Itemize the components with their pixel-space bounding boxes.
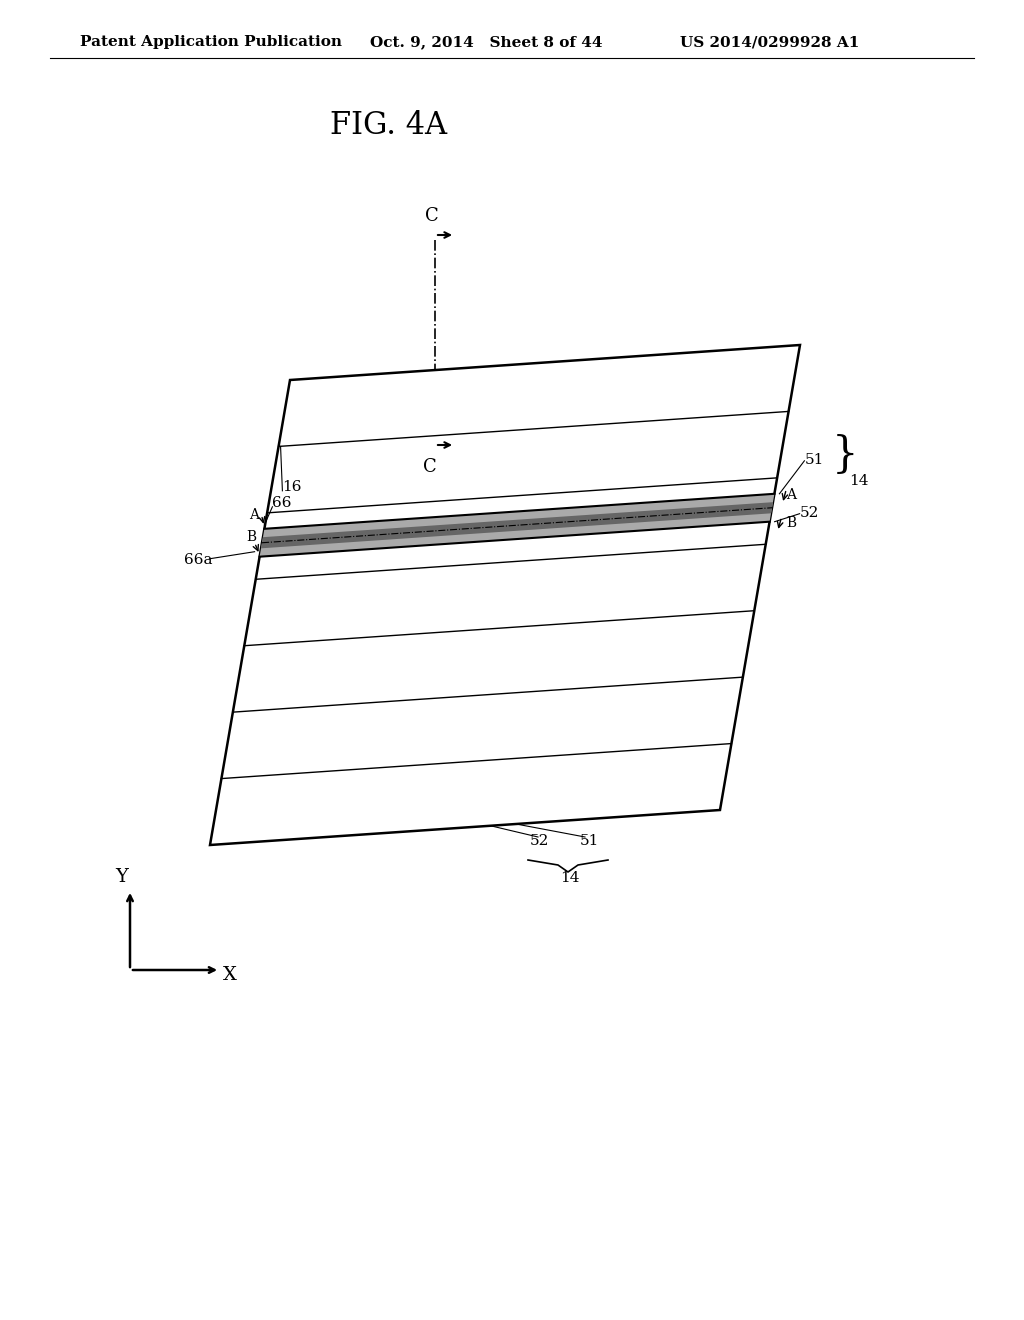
Text: 66a: 66a [184, 553, 213, 566]
Text: US 2014/0299928 A1: US 2014/0299928 A1 [680, 36, 859, 49]
Text: Y: Y [115, 869, 128, 886]
Text: A: A [250, 508, 259, 521]
Text: B: B [786, 516, 797, 529]
Text: 66: 66 [272, 496, 292, 510]
Text: 14: 14 [560, 871, 580, 884]
Text: C: C [423, 458, 437, 477]
Text: 16: 16 [283, 479, 302, 494]
Text: B: B [247, 529, 256, 544]
Text: A: A [786, 488, 797, 502]
Text: C: C [425, 207, 438, 224]
Text: Oct. 9, 2014   Sheet 8 of 44: Oct. 9, 2014 Sheet 8 of 44 [370, 36, 602, 49]
Text: 52: 52 [800, 506, 819, 520]
Text: 51: 51 [580, 834, 599, 847]
Polygon shape [260, 494, 774, 557]
Text: }: } [831, 434, 858, 475]
Text: 52: 52 [530, 834, 549, 847]
Text: FIG. 4A: FIG. 4A [330, 110, 447, 141]
Text: 14: 14 [849, 474, 869, 488]
Polygon shape [261, 502, 773, 548]
Text: X: X [223, 966, 237, 983]
Polygon shape [210, 345, 800, 845]
Text: 51: 51 [805, 453, 823, 467]
Text: Patent Application Publication: Patent Application Publication [80, 36, 342, 49]
